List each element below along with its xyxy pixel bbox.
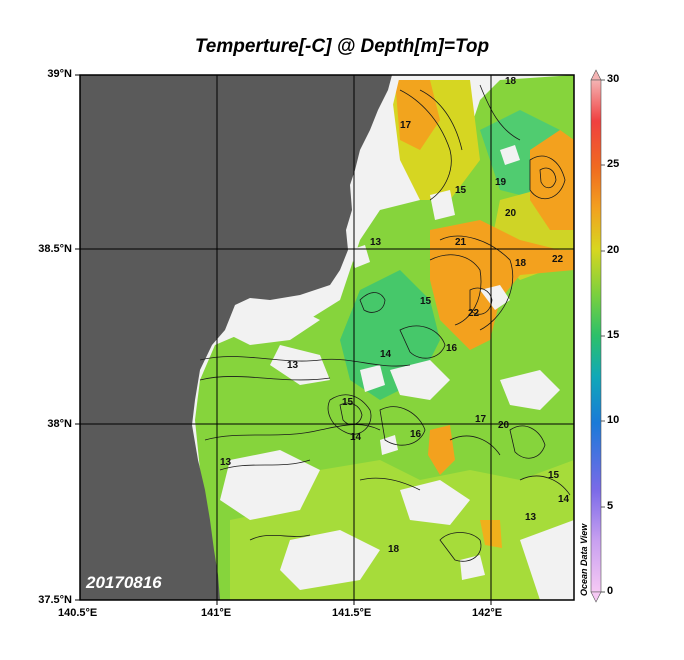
- contour-label: 17: [475, 414, 487, 425]
- lon-label: 141°E: [201, 607, 232, 619]
- colorbar-tick-label: 15: [607, 329, 620, 341]
- colorbar-tick-label: 10: [607, 414, 620, 426]
- contour-label: 18: [388, 544, 400, 555]
- contour-label: 13: [287, 360, 299, 371]
- contour-label: 14: [558, 494, 570, 505]
- colorbar-bottom-arrow: [590, 591, 602, 603]
- land-mass: [80, 75, 392, 600]
- lon-label: 142°E: [472, 607, 503, 619]
- colorbar-tick-label: 5: [607, 500, 614, 512]
- contour-label: 21: [455, 237, 467, 248]
- contour-label-group: 13 14 13 14 15 16 17 18 19 20 21 22 22 1…: [220, 76, 570, 555]
- contour-label: 14: [350, 432, 362, 443]
- colorbar-tick-label: 25: [607, 158, 620, 170]
- lat-label: 38°N: [47, 418, 72, 430]
- contour-label: 15: [548, 470, 560, 481]
- lat-label: 39°N: [47, 68, 72, 80]
- date-label: 20170816: [86, 573, 162, 592]
- contour-label: 13: [525, 512, 537, 523]
- contour-label: 17: [400, 120, 412, 131]
- contour-label: 20: [498, 420, 510, 431]
- contour-label: 15: [455, 185, 467, 196]
- lat-label: 37.5°N: [38, 594, 72, 606]
- lat-label: 38.5°N: [38, 243, 72, 255]
- sst-field-orange-s: [428, 425, 455, 475]
- contour-label: 19: [495, 177, 507, 188]
- lon-label: 140.5°E: [58, 607, 98, 619]
- map-title: Temperture[-C] @ Depth[m]=Top: [194, 36, 490, 57]
- colorbar: [590, 69, 605, 603]
- sst-field-orange: [430, 220, 574, 350]
- odv-watermark: Ocean Data View: [579, 523, 589, 596]
- colorbar-tick-label: 30: [607, 73, 620, 85]
- contour-lines: [199, 84, 571, 562]
- contour-label: 13: [220, 457, 232, 468]
- contour-label: 18: [515, 258, 527, 269]
- contour-label: 14: [380, 349, 392, 360]
- lon-label: 141.5°E: [332, 607, 372, 619]
- contour-label: 18: [505, 76, 517, 87]
- sst-field-orange-ne: [530, 130, 574, 230]
- contour-label: 20: [505, 208, 517, 219]
- colorbar-top-arrow: [590, 69, 602, 81]
- contour-label: 16: [446, 343, 458, 354]
- contour-label: 13: [370, 237, 382, 248]
- colorbar-tick-label: 20: [607, 244, 620, 256]
- map-frame: [79, 74, 575, 601]
- contour-label: 15: [342, 397, 354, 408]
- odv-watermark-text: Ocean Data View: [579, 523, 589, 596]
- contour-label: 16: [410, 429, 422, 440]
- colorbar-tick-label: 0: [607, 585, 614, 597]
- contour-label: 22: [468, 308, 480, 319]
- grid-lines: [80, 75, 574, 600]
- sst-field-orange-nw: [395, 80, 440, 150]
- axis-ticks: [75, 74, 492, 605]
- contour-label: 15: [420, 296, 432, 307]
- contour-label: 22: [552, 254, 564, 265]
